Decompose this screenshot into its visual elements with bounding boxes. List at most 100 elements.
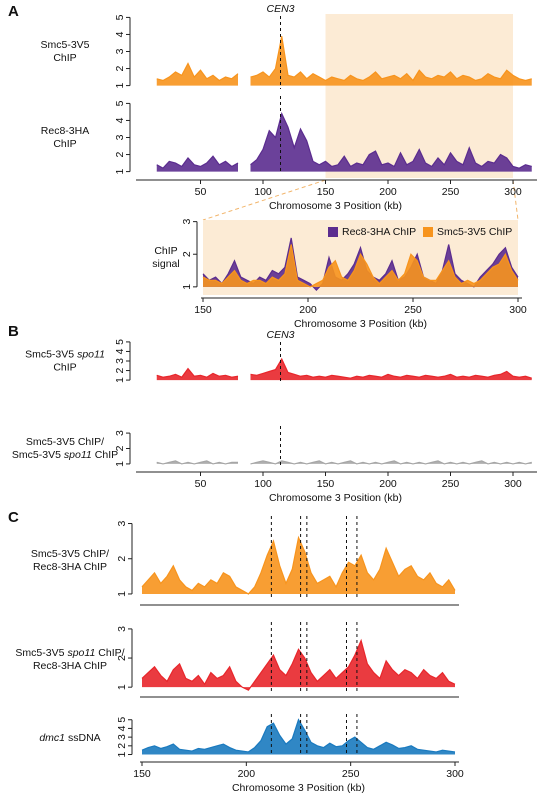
signal-fill [142, 719, 455, 755]
y-axis-label-part: Smc5-3V5 [25, 348, 74, 360]
y-tick-label: 2 [181, 251, 193, 257]
panel-label: A [8, 3, 19, 20]
y-tick-label: 1 [116, 751, 128, 757]
y-tick-label: 2 [114, 151, 126, 157]
legend-label: Smc5-3V5 ChIP [437, 226, 512, 238]
y-tick-label: 3 [114, 48, 126, 54]
y-tick-label: 1 [114, 461, 126, 467]
x-tick-label: 150 [317, 478, 335, 490]
y-axis-label: dmc1 ssDNA [39, 732, 100, 744]
x-axis-label: Chromosome 3 Position (kb) [269, 200, 402, 212]
y-axis-label-part: ChIP/ [98, 647, 124, 659]
y-axis-label: Rec8-3HA ChIP [33, 561, 107, 573]
signal-line [141, 535, 456, 595]
y-axis-label: Rec8-3HA [41, 125, 89, 137]
x-tick-label: 150 [133, 768, 151, 780]
y-tick-label: 3 [116, 626, 128, 632]
y-axis-label-part: Smc5-3V5 [15, 647, 64, 659]
x-tick-label: 300 [509, 304, 527, 316]
x-axis-label: Chromosome 3 Position (kb) [232, 782, 365, 794]
y-tick-label: 2 [116, 743, 128, 749]
y-tick-label: 1 [116, 684, 128, 690]
legend-label: Rec8-3HA ChIP [342, 226, 416, 238]
y-axis-label: Smc5-3V5 spo11 ChIP [12, 449, 118, 461]
y-axis-label-part: spo11 [64, 449, 92, 461]
x-axis-label: Chromosome 3 Position (kb) [269, 492, 402, 504]
signal-line [202, 244, 519, 288]
legend-swatch [328, 227, 338, 237]
x-tick-label: 50 [195, 478, 207, 490]
y-tick-label: 2 [116, 655, 128, 661]
y-axis-label-part: ChIP [53, 138, 76, 150]
signal-line [141, 718, 456, 753]
y-axis-label-part: Smc5-3V5 [40, 39, 89, 51]
y-tick-label: 5 [114, 100, 126, 106]
y-axis-label-part: Rec8-3HA [41, 125, 89, 137]
y-axis-label: Smc5-3V5 [40, 39, 89, 51]
y-axis-label: Smc5-3V5 spo11 [25, 348, 105, 360]
y-tick-label: 1 [181, 284, 193, 290]
y-axis-label-part: ChIP [53, 361, 76, 373]
y-tick-label: 3 [114, 430, 126, 436]
y-axis-label: signal [152, 258, 179, 270]
y-axis-label-part: ssDNA [68, 732, 101, 744]
y-axis-label-part: ChIP [95, 449, 118, 461]
x-tick-label: 200 [238, 768, 256, 780]
y-tick-label: 1 [114, 83, 126, 89]
x-tick-label: 200 [299, 304, 317, 316]
y-axis-label: Smc5-3V5 ChIP/ [26, 436, 104, 448]
y-tick-label: 2 [116, 556, 128, 562]
y-axis-label-part: Rec8-3HA ChIP [33, 660, 107, 672]
x-tick-label: 50 [195, 186, 207, 198]
x-tick-label: 150 [317, 186, 335, 198]
zoom-guide [202, 179, 326, 221]
y-tick-label: 3 [116, 520, 128, 526]
y-tick-label: 4 [114, 117, 126, 123]
legend-swatch [423, 227, 433, 237]
y-tick-label: 4 [114, 348, 126, 354]
x-tick-label: 200 [379, 186, 397, 198]
x-tick-label: 100 [254, 186, 272, 198]
y-tick-label: 4 [116, 725, 128, 731]
y-tick-label: 5 [114, 14, 126, 20]
x-tick-label: 300 [504, 478, 522, 490]
y-axis-label: Smc5-3V5 ChIP/ [31, 548, 109, 560]
y-tick-label: 5 [116, 717, 128, 723]
y-tick-label: 4 [114, 31, 126, 37]
y-axis-label-part: spo11 [77, 348, 105, 360]
x-axis-label: Chromosome 3 Position (kb) [294, 318, 427, 330]
y-tick-label: 3 [181, 219, 193, 225]
y-tick-label: 3 [114, 358, 126, 364]
y-tick-label: 2 [114, 367, 126, 373]
y-axis-label-part: Smc5-3V5 ChIP/ [31, 548, 109, 560]
x-tick-label: 300 [504, 186, 522, 198]
y-axis-label: ChIP [53, 138, 76, 150]
y-axis-label-part: spo11 [67, 647, 95, 659]
signal-line [156, 460, 532, 465]
y-axis-label-part: Rec8-3HA ChIP [33, 561, 107, 573]
x-tick-label: 250 [404, 304, 422, 316]
y-tick-label: 3 [114, 134, 126, 140]
signal-line [141, 638, 456, 691]
signal-line [156, 111, 532, 169]
x-tick-label: 150 [194, 304, 212, 316]
x-tick-label: 250 [442, 478, 460, 490]
x-tick-label: 300 [446, 768, 464, 780]
x-tick-label: 200 [379, 478, 397, 490]
y-axis-label: ChIP [154, 245, 177, 257]
y-axis-label-part: ChIP [53, 52, 76, 64]
y-tick-label: 1 [114, 377, 126, 383]
y-tick-label: 5 [114, 339, 126, 345]
y-tick-label: 1 [114, 169, 126, 175]
x-tick-label: 100 [254, 478, 272, 490]
y-axis-label: Smc5-3V5 spo11 ChIP/ [15, 647, 124, 659]
y-axis-label-part: Smc5-3V5 [12, 449, 61, 461]
y-axis-label: Rec8-3HA ChIP [33, 660, 107, 672]
y-axis-label-part: Smc5-3V5 ChIP/ [26, 436, 104, 448]
panel-label: B [8, 323, 19, 340]
annotation: CEN3 [266, 329, 294, 341]
y-tick-label: 3 [116, 734, 128, 740]
y-axis-label: ChIP [53, 361, 76, 373]
x-tick-label: 250 [342, 768, 360, 780]
